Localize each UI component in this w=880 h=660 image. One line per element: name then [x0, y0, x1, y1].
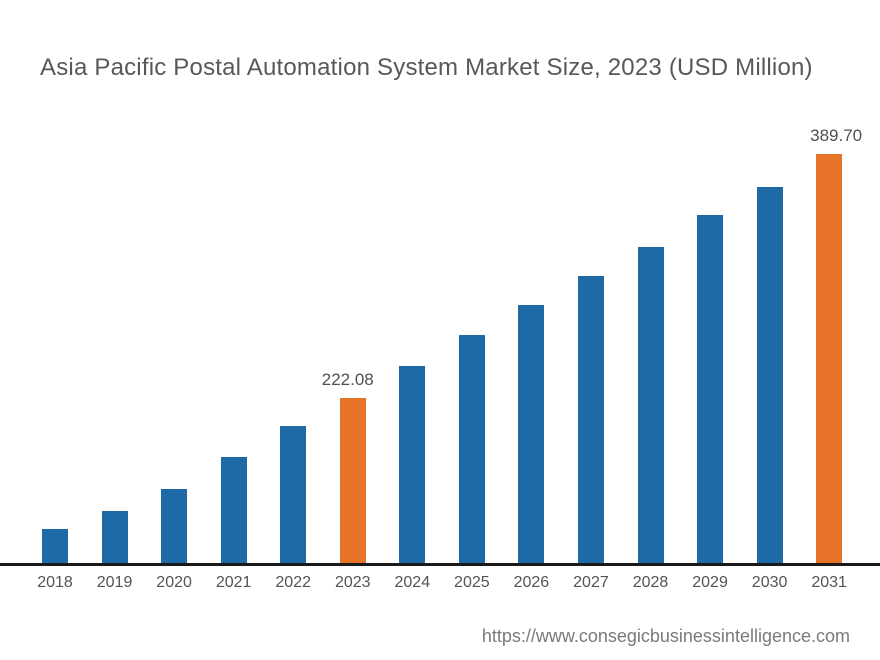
x-tick-2021: 2021: [215, 574, 252, 591]
chart-title: Asia Pacific Postal Automation System Ma…: [40, 54, 813, 81]
bar-2019: [101, 511, 128, 563]
bar-2022: [280, 426, 307, 563]
bar-2023: [339, 398, 366, 563]
x-axis-line: [0, 563, 880, 566]
bar-2028: [637, 247, 664, 563]
bar-2026: [518, 305, 545, 563]
x-tick-2023: 2023: [334, 574, 371, 591]
bar-2030: [756, 187, 783, 563]
data-label-2023: 222.08: [321, 370, 374, 389]
x-tick-2026: 2026: [513, 574, 550, 591]
bar-2031: [816, 154, 843, 563]
x-tick-2027: 2027: [573, 574, 609, 591]
bar-2025: [458, 335, 485, 563]
bar-2027: [577, 276, 604, 563]
x-tick-2020: 2020: [156, 574, 192, 591]
bar-2029: [697, 215, 724, 563]
x-tick-2024: 2024: [394, 574, 431, 591]
bar-2024: [399, 366, 426, 563]
bar-2020: [161, 489, 188, 563]
source-url: https://www.consegicbusinessintelligence…: [481, 626, 850, 646]
x-tick-2019: 2019: [96, 574, 133, 591]
x-tick-2031: 2031: [811, 574, 847, 591]
x-tick-2030: 2030: [751, 574, 788, 591]
x-tick-2018: 2018: [37, 574, 73, 591]
x-tick-2029: 2029: [692, 574, 728, 591]
x-tick-2025: 2025: [454, 574, 490, 591]
bar-2018: [42, 529, 68, 563]
bar-2021: [220, 457, 247, 563]
x-tick-2028: 2028: [632, 574, 669, 591]
x-tick-2022: 2022: [275, 574, 311, 591]
data-label-2031: 389.70: [810, 126, 863, 145]
